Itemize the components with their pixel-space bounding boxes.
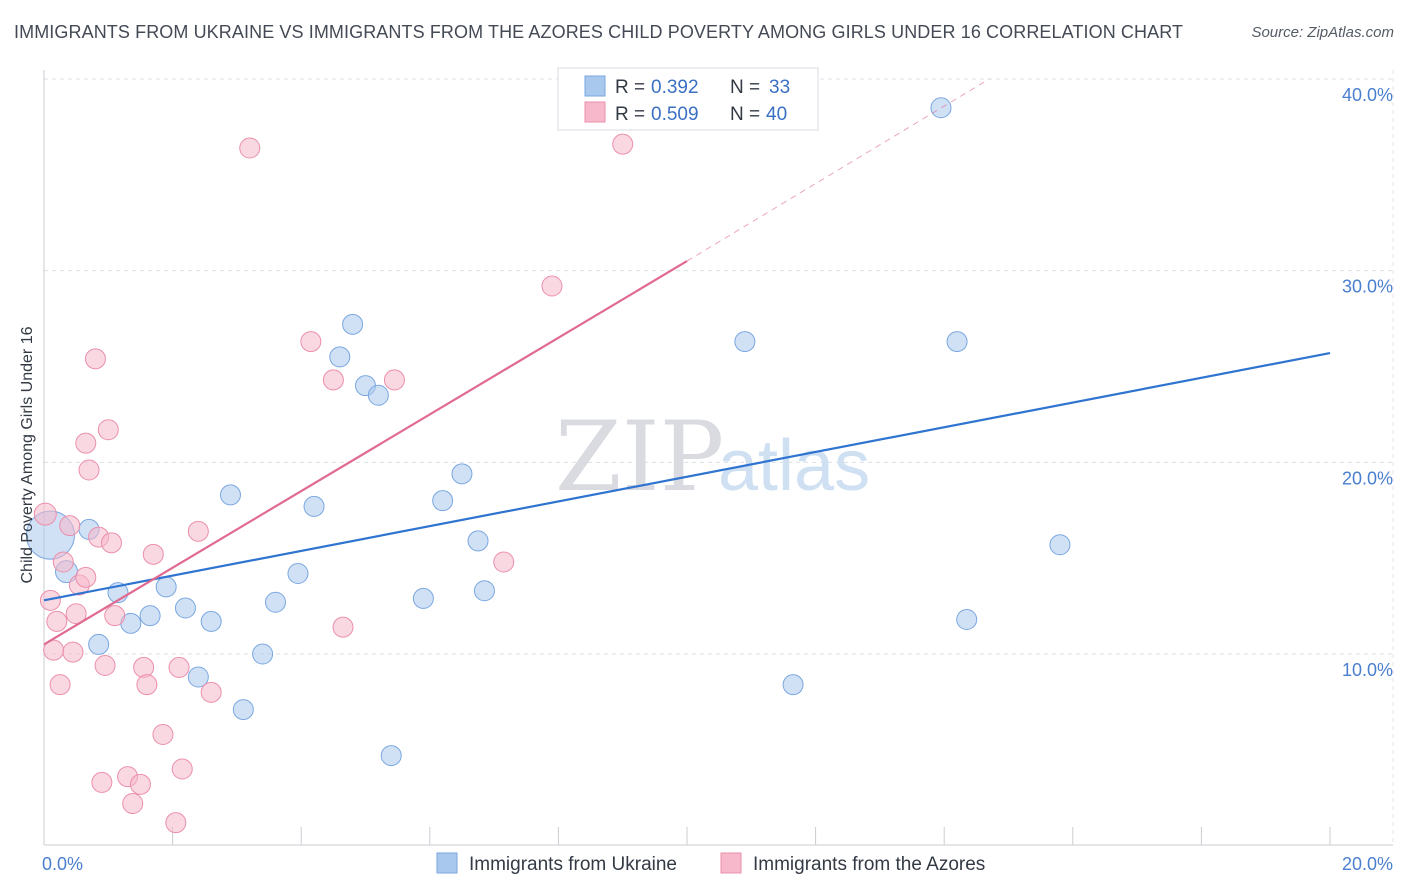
point-azores xyxy=(152,724,174,745)
point-ukraine xyxy=(329,346,351,368)
legend-r-label: R = xyxy=(615,77,645,98)
point-azores xyxy=(52,551,74,573)
point-ukraine xyxy=(1049,534,1071,556)
y-tick-label: 20.0% xyxy=(1342,468,1393,488)
point-ukraine xyxy=(252,643,274,665)
watermark: ZIP atlas xyxy=(555,401,870,513)
point-azores xyxy=(62,641,84,663)
point-azores xyxy=(75,566,97,588)
point-ukraine xyxy=(88,633,110,655)
point-azores xyxy=(187,520,209,542)
point-ukraine xyxy=(946,331,968,353)
point-ukraine xyxy=(451,463,473,485)
point-azores xyxy=(300,331,322,353)
point-azores xyxy=(97,419,119,441)
point-azores xyxy=(332,616,354,638)
x-tick-label-max: 20.0% xyxy=(1342,854,1393,874)
chart-title: IMMIGRANTS FROM UKRAINE VS IMMIGRANTS FR… xyxy=(14,22,1184,42)
point-azores xyxy=(49,674,71,696)
point-ukraine xyxy=(432,490,454,512)
legend-swatch-ukraine xyxy=(584,75,606,97)
point-azores xyxy=(493,551,515,573)
series-legend: Immigrants from Ukraine Immigrants from … xyxy=(436,852,985,875)
point-azores xyxy=(65,603,87,625)
legend-swatch-azores xyxy=(720,852,742,874)
point-azores xyxy=(78,459,100,481)
x-tick-label-min: 0.0% xyxy=(42,854,83,874)
point-ukraine xyxy=(303,495,325,517)
point-ukraine xyxy=(155,576,177,598)
y-tick-label: 40.0% xyxy=(1342,85,1393,105)
legend-swatch-ukraine xyxy=(436,852,458,874)
point-ukraine xyxy=(174,597,196,619)
legend-r-label: R = xyxy=(615,104,645,125)
point-azores xyxy=(383,369,405,391)
point-azores xyxy=(142,543,164,565)
trend-lines xyxy=(43,78,1331,646)
point-azores xyxy=(168,656,190,678)
point-azores xyxy=(129,773,151,795)
point-ukraine xyxy=(367,384,389,406)
point-azores xyxy=(59,515,81,537)
legend-r-value: 0.509 xyxy=(651,104,699,125)
point-azores xyxy=(104,605,126,627)
point-azores xyxy=(75,432,97,454)
trend-line-azores-extension xyxy=(686,78,990,262)
x-axis-ticks xyxy=(43,827,1331,845)
point-ukraine xyxy=(782,674,804,696)
point-azores xyxy=(39,589,61,611)
point-ukraine xyxy=(139,605,161,627)
point-azores xyxy=(541,275,563,297)
point-azores xyxy=(165,812,187,834)
point-ukraine xyxy=(232,699,254,721)
y-tick-label: 30.0% xyxy=(1342,277,1393,297)
point-azores xyxy=(101,532,123,554)
point-azores xyxy=(91,771,113,793)
point-ukraine xyxy=(219,484,241,506)
point-azores xyxy=(84,348,106,370)
point-azores xyxy=(322,369,344,391)
point-ukraine xyxy=(200,610,222,632)
point-azores xyxy=(46,610,68,632)
legend-label-azores: Immigrants from the Azores xyxy=(753,854,985,875)
point-ukraine xyxy=(412,587,434,609)
point-ukraine xyxy=(930,97,952,119)
point-ukraine xyxy=(473,580,495,602)
legend-label-ukraine: Immigrants from Ukraine xyxy=(469,854,677,875)
watermark-zip: ZIP xyxy=(555,401,724,513)
point-ukraine xyxy=(956,609,978,630)
point-azores xyxy=(94,655,116,676)
source-label: Source: ZipAtlas.com xyxy=(1251,24,1394,41)
trend-line-azores xyxy=(43,260,688,646)
point-azores xyxy=(612,133,634,155)
point-azores xyxy=(133,656,155,678)
point-ukraine xyxy=(380,745,402,767)
point-azores xyxy=(136,674,158,696)
point-azores xyxy=(171,758,193,780)
point-azores xyxy=(239,137,261,159)
legend-n-value: 40 xyxy=(766,104,787,125)
y-axis-tick-labels: 10.0% 20.0% 30.0% 40.0% xyxy=(1342,85,1393,680)
point-azores xyxy=(33,502,57,526)
legend-r-value: 0.392 xyxy=(651,77,699,98)
point-ukraine xyxy=(287,563,309,584)
legend-n-label: N = xyxy=(730,77,760,98)
point-ukraine xyxy=(467,530,489,552)
point-ukraine xyxy=(187,666,209,688)
correlation-legend: R = 0.392 N = 33 R = 0.509 N = 40 xyxy=(557,67,819,131)
legend-n-label: N = xyxy=(730,104,760,125)
y-tick-label: 10.0% xyxy=(1342,660,1393,680)
point-azores xyxy=(200,681,222,703)
legend-n-value: 33 xyxy=(769,77,790,98)
point-ukraine xyxy=(264,591,286,613)
point-azores xyxy=(122,793,144,814)
legend-swatch-azores xyxy=(584,101,606,123)
y-axis-label: Child Poverty Among Girls Under 16 xyxy=(19,326,36,583)
point-ukraine xyxy=(734,331,756,353)
trend-line-ukraine xyxy=(43,352,1331,602)
data-points xyxy=(25,97,1071,834)
point-ukraine xyxy=(342,313,364,335)
